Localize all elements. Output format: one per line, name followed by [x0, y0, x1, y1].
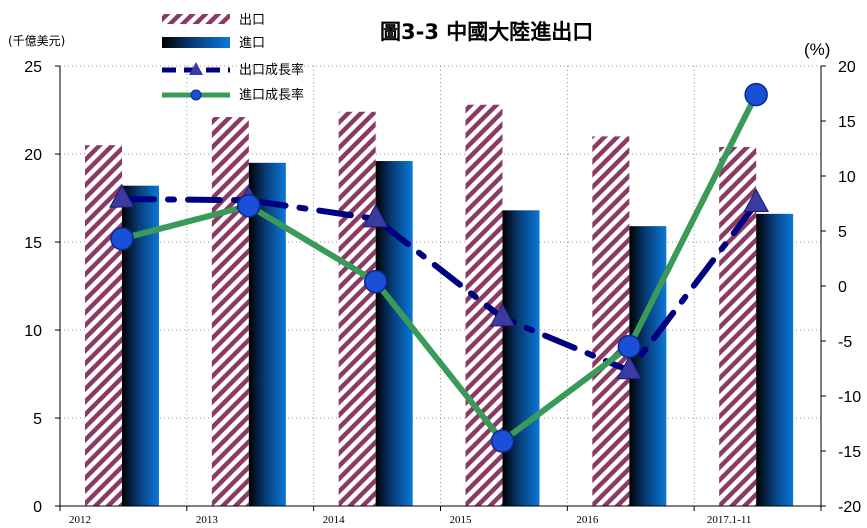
x-tick-label: 2015	[450, 514, 473, 526]
marker-import-growth	[490, 429, 515, 453]
marker-export-growth	[489, 302, 516, 327]
y-tick-label-left: 0	[33, 499, 42, 516]
bars	[85, 104, 794, 507]
legend-marker-import-growth	[190, 89, 202, 101]
y-tick-label-right: 15	[838, 114, 856, 131]
x-tick-label: 2012	[69, 514, 91, 526]
y-tick-label-left: 20	[24, 147, 42, 164]
marker-import-growth	[617, 334, 642, 359]
y-tick-label-right: 0	[838, 279, 847, 296]
marker-export-growth	[616, 355, 643, 380]
chart-title: 圖3-3 中國大陸進出口	[380, 20, 593, 44]
lines	[109, 82, 770, 453]
marker-import-growth	[237, 193, 261, 218]
bar-export	[592, 136, 630, 506]
y-tick-label-right: 10	[838, 169, 856, 186]
y-tick-label-right: -20	[838, 499, 861, 516]
axes: 0 5 10 15 20 25 -20 -15 -10 -5 0 5 10 15 20 2012 2013 201…	[24, 59, 861, 526]
legend-label-import-growth: 進口成長率	[239, 87, 304, 103]
y-tick-label-right: 20	[838, 59, 856, 76]
y-tick-label-right: -15	[838, 444, 861, 461]
x-tick-label: 2014	[323, 514, 346, 526]
marker-export-growth	[109, 184, 135, 208]
line-import-growth	[121, 93, 759, 445]
legend-marker-export-growth	[189, 62, 203, 75]
left-axis-unit: (千億美元)	[8, 34, 65, 48]
y-tick-label-right: 5	[838, 224, 847, 241]
bar-import	[756, 213, 794, 506]
legend-label-export: 出口	[239, 13, 265, 28]
right-axis-unit: (%)	[804, 40, 830, 59]
x-tick-label: 2013	[196, 514, 219, 526]
y-tick-label-left: 25	[24, 59, 42, 76]
legend-swatch-import	[162, 37, 230, 48]
marker-import-growth	[744, 82, 768, 107]
y-tick-label-left: 10	[24, 323, 42, 340]
marker-export-growth	[743, 188, 770, 212]
legend: 出口 進口 出口成長率 進口成長率	[162, 13, 304, 103]
legend-label-export-growth: 出口成長率	[239, 62, 304, 78]
y-tick-label-right: -5	[838, 334, 852, 351]
y-tick-label-left: 15	[24, 235, 42, 252]
y-tick-label-left: 5	[33, 411, 42, 428]
bar-export	[211, 117, 249, 506]
legend-swatch-export	[162, 14, 230, 24]
legend-label-import: 進口	[239, 36, 265, 51]
bar-import	[375, 161, 413, 507]
marker-export-growth	[362, 203, 389, 228]
x-tick-label: 2017.1-11	[707, 514, 752, 526]
y-tick-label-right: -10	[838, 389, 861, 406]
marker-import-growth	[110, 226, 134, 251]
x-tick-label: 2016	[576, 514, 599, 526]
bar-export	[338, 111, 376, 506]
gridlines	[60, 65, 821, 506]
line-export-growth	[119, 196, 760, 375]
marker-import-growth	[363, 269, 388, 294]
bar-import	[502, 210, 540, 506]
